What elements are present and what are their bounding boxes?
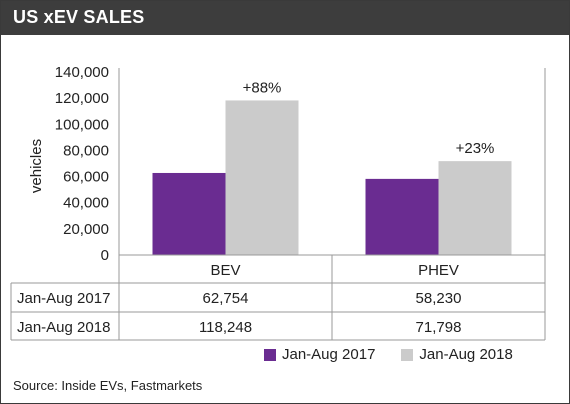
x-tick-label: BEV: [210, 262, 240, 279]
x-tick-label: PHEV: [418, 262, 459, 279]
y-tick-label: 0: [101, 247, 109, 264]
legend: Jan-Aug 2017 Jan-Aug 2018: [264, 346, 539, 363]
y-tick-label: 60,000: [63, 169, 109, 186]
legend-swatch-2018: [401, 348, 414, 361]
chart-title: US xEV SALES: [13, 7, 145, 27]
data-table: BEV PHEV Jan-Aug 2017 62,754 58,230 Jan-Aug 2…: [10, 254, 546, 341]
source-note: Source: Inside EVs, Fastmarkets: [13, 378, 203, 393]
bars-layer: +88% +23%: [152, 79, 512, 255]
y-tick-label: 40,000: [63, 195, 109, 212]
legend-label-2017: Jan-Aug 2017: [282, 346, 376, 363]
bar-bev-1: [225, 100, 299, 255]
y-tick-label: 120,000: [55, 90, 109, 107]
bar-bev-0: [152, 172, 226, 255]
y-tick-label: 80,000: [63, 142, 109, 159]
y-tick-label: 100,000: [55, 116, 109, 133]
table-cell-value: 118,248: [199, 319, 252, 336]
legend-item-2018: Jan-Aug 2018: [401, 346, 513, 363]
legend-item-2017: Jan-Aug 2017: [264, 346, 375, 363]
table-cell-value: 71,798: [416, 319, 462, 336]
y-tick-label: 140,000: [55, 64, 109, 81]
axes-layer: 0 20,000 40,000 60,000 80,000 100,000 120,000 1…: [55, 64, 546, 264]
table-row-label: Jan-Aug 2018: [17, 319, 110, 336]
annotation-bev: +88%: [243, 79, 282, 96]
y-axis-label: vehicles: [28, 139, 45, 193]
y-tick-label: 20,000: [63, 221, 109, 238]
table-cell-value: 58,230: [416, 290, 462, 307]
table-cell-value: 62,754: [203, 290, 249, 307]
table-row-label: Jan-Aug 2017: [17, 290, 110, 307]
annotation-phev: +23%: [456, 140, 495, 157]
legend-swatch-2017: [264, 348, 276, 361]
legend-label-2018: Jan-Aug 2018: [419, 346, 513, 363]
bar-phev-1: [438, 161, 512, 255]
bar-phev-0: [365, 178, 439, 255]
chart-header: US xEV SALES: [1, 1, 569, 35]
